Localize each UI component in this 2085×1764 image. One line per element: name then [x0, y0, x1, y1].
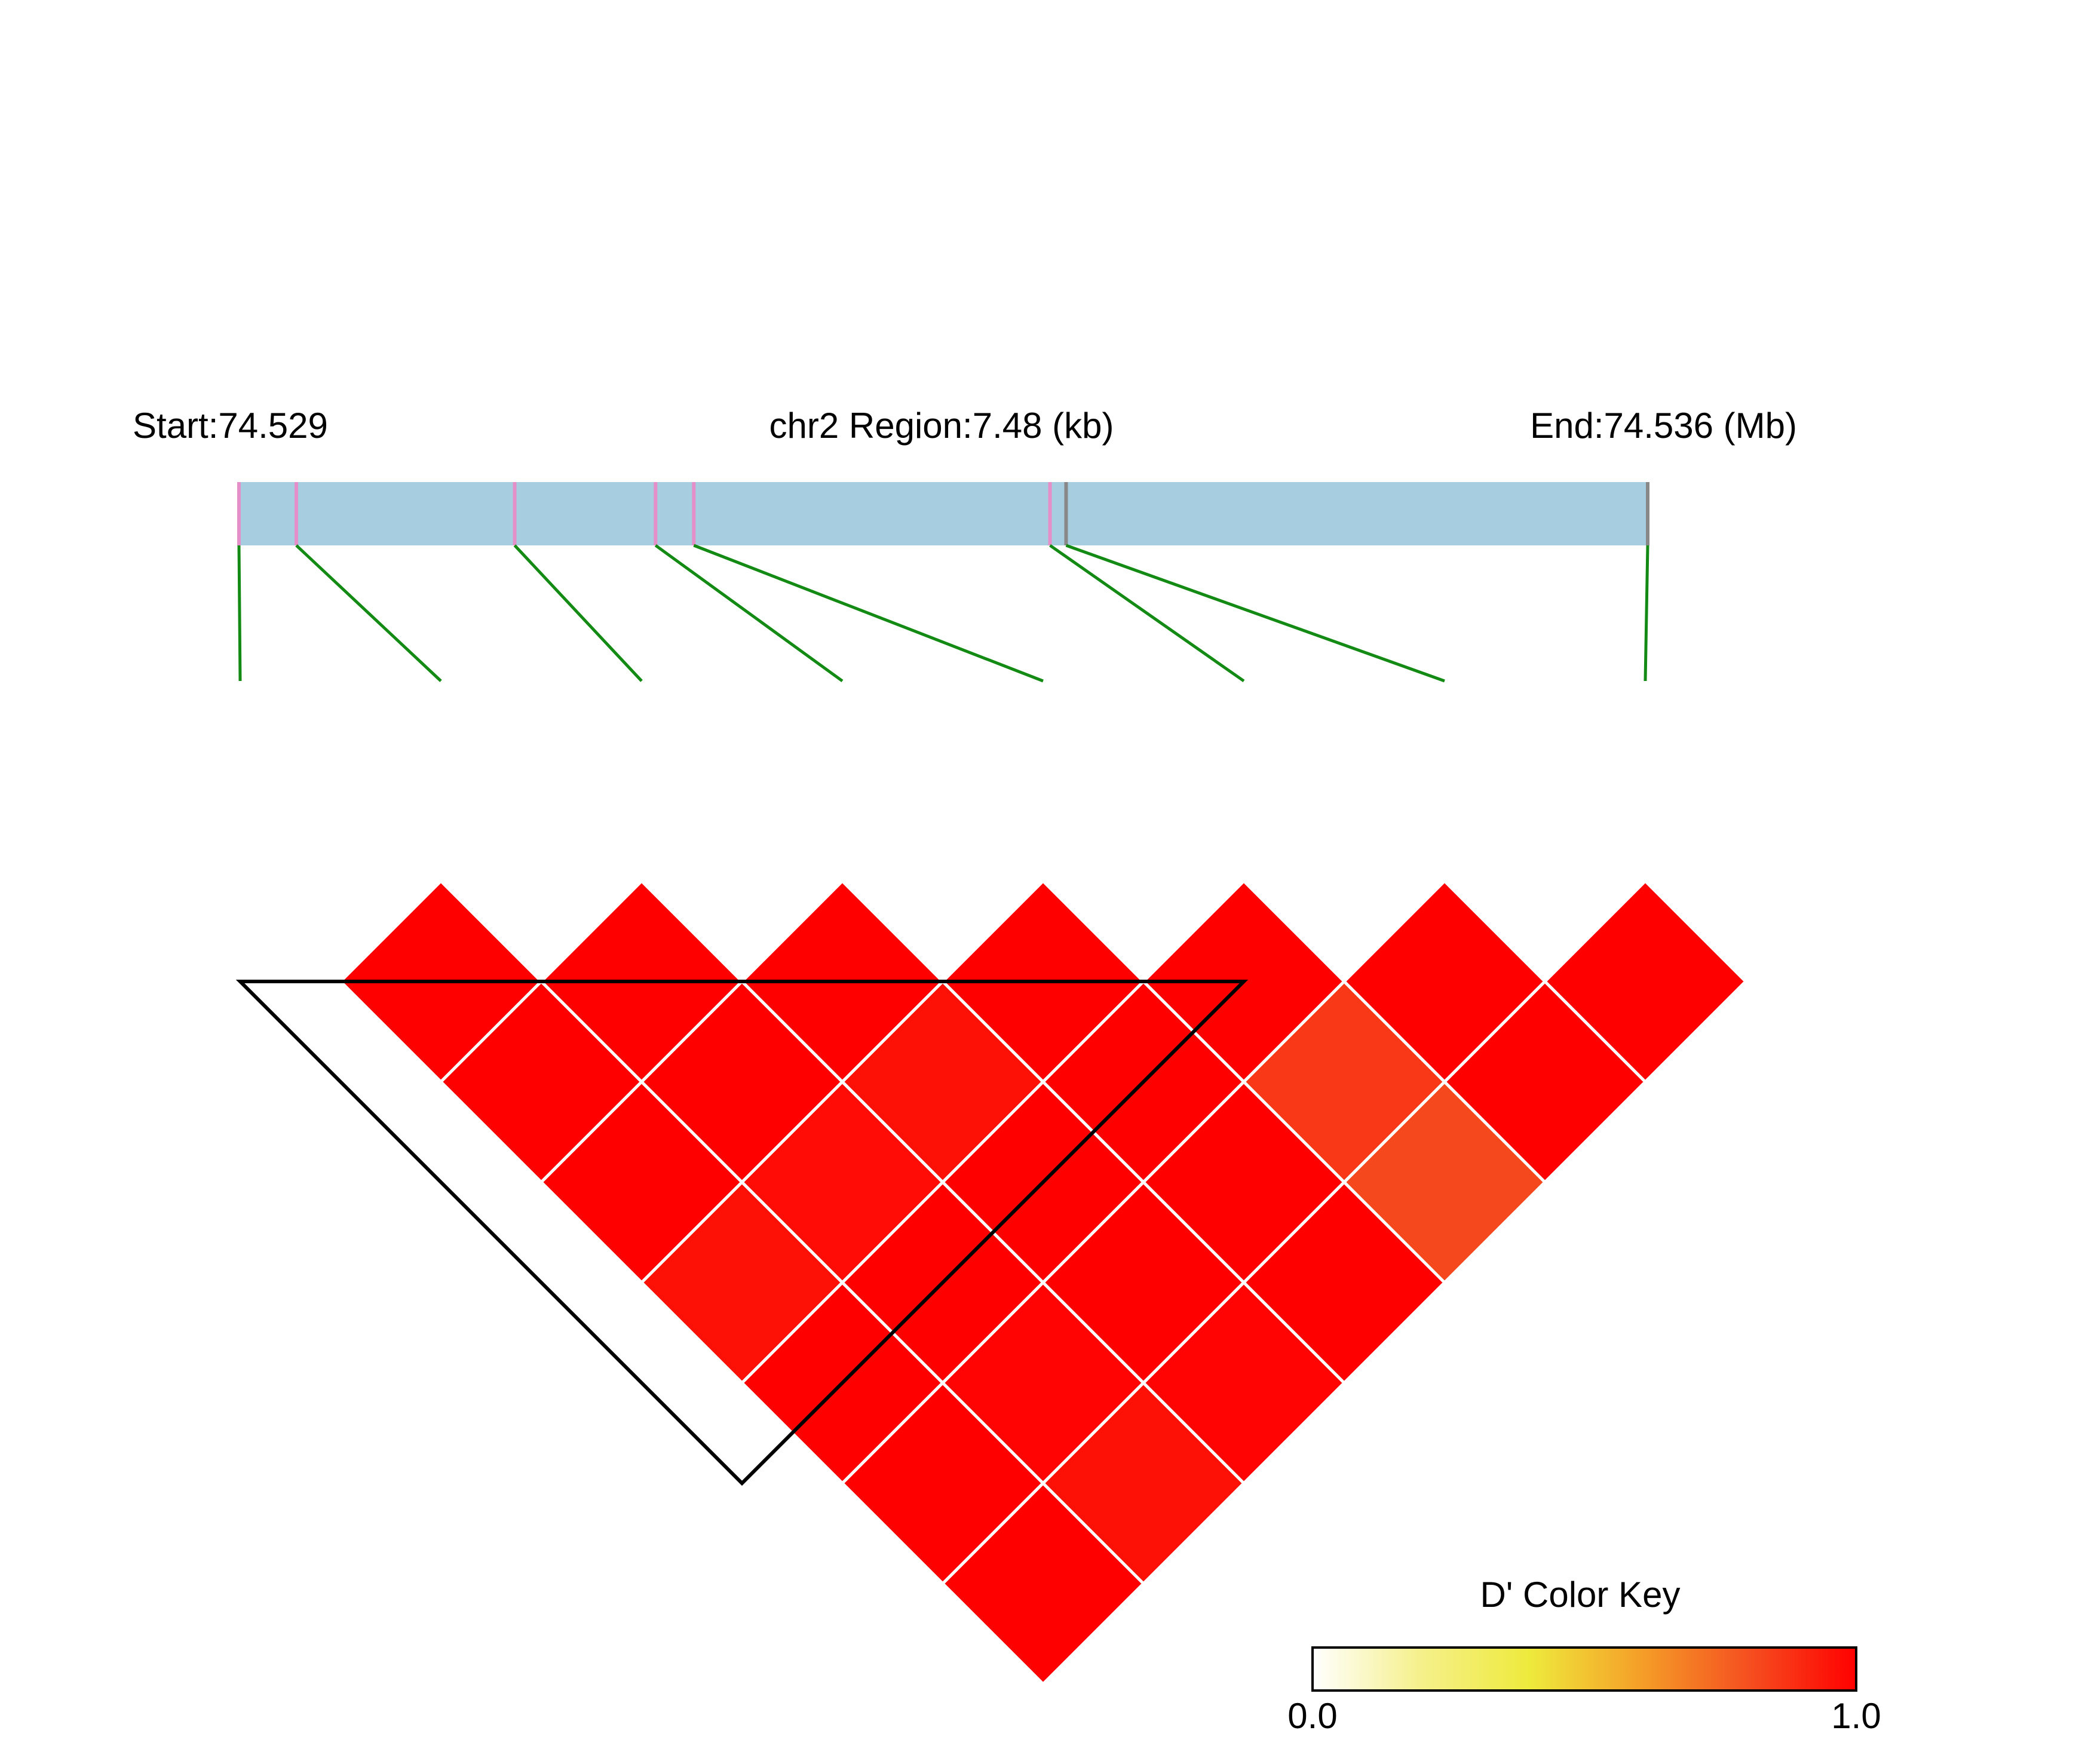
- snp-connector-1: [237, 545, 242, 682]
- color-key-min-label: 0.0: [1287, 1696, 1337, 1736]
- start-label: Start:74.529: [133, 406, 328, 446]
- region-label: chr2 Region:7.48 (kb): [769, 406, 1114, 446]
- ld-cells: [338, 879, 1748, 1686]
- haplotype-blocks: [235, 980, 1249, 1486]
- snp-connector-8: [1644, 545, 1649, 682]
- end-label: End:74.536 (Mb): [1530, 406, 1797, 446]
- snp-connector-4: [654, 544, 844, 683]
- color-key-max-label: 1.0: [1831, 1696, 1881, 1736]
- snp-connector-2: [295, 544, 442, 682]
- snp-connector-3: [513, 544, 643, 682]
- color-key: D' Color Key 0.0 1.0: [1287, 1575, 1881, 1736]
- snp-connector-lines: [237, 544, 1649, 683]
- color-key-gradient-bar: [1311, 1646, 1857, 1692]
- gene-region-bar: [239, 482, 1648, 545]
- snp-ticks: [237, 482, 1649, 545]
- ld-cell-7-8: [1543, 879, 1748, 1084]
- snp-connector-7: [1065, 544, 1445, 683]
- haplotype-block-1: [235, 980, 1249, 1486]
- snp-connector-6: [1049, 544, 1245, 683]
- color-key-title: D' Color Key: [1480, 1575, 1681, 1615]
- snp-connector-5: [693, 544, 1044, 683]
